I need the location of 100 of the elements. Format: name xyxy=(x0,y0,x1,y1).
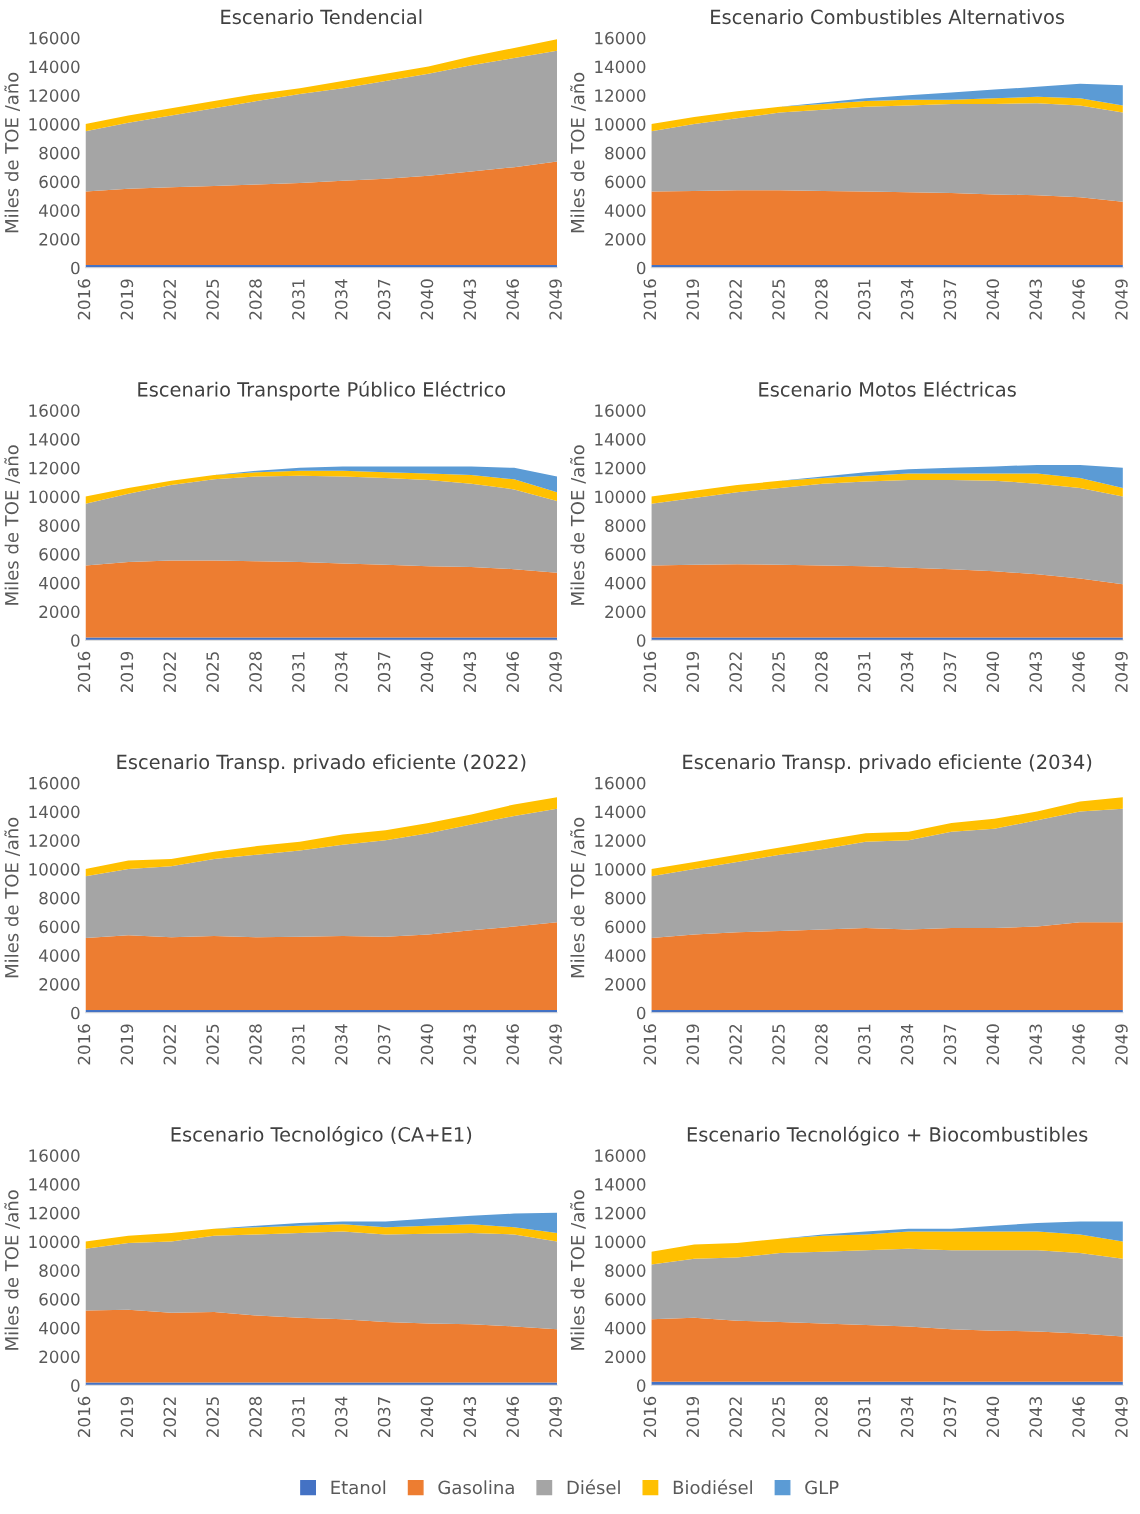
x-tick-label: 2025 xyxy=(772,652,785,692)
x-tick-label: 2028 xyxy=(815,651,828,692)
y-tick-label: 2000 xyxy=(39,605,80,619)
x-tick-label: 2028 xyxy=(249,651,262,692)
y-tick-label: 14000 xyxy=(595,60,646,74)
y-tick-label: 16000 xyxy=(29,1149,80,1162)
x-tick-label: 2019 xyxy=(686,279,700,320)
chart-title: Escenario Combustibles Alternativos xyxy=(711,9,1065,25)
y-tick-label: 4000 xyxy=(39,576,80,590)
x-tick-label: 2046 xyxy=(1072,1024,1085,1065)
x-tick-label: 2043 xyxy=(1029,652,1042,692)
y-axis-title: Miles de TOE /año xyxy=(4,72,20,233)
x-tick-label: 2040 xyxy=(420,279,434,320)
x-tick-label: 2049 xyxy=(549,279,562,320)
y-axis-title: Miles de TOE /año xyxy=(4,817,20,978)
x-tick-label: 2016 xyxy=(77,279,91,320)
x-tick-label: 2040 xyxy=(420,1024,434,1065)
y-tick-label: 2000 xyxy=(39,1350,80,1364)
x-tick-label: 2016 xyxy=(643,651,657,692)
x-tick-label: 2025 xyxy=(772,1024,785,1065)
y-tick-label: 16000 xyxy=(595,31,646,45)
y-tick-label: 16000 xyxy=(595,776,646,790)
x-tick-label: 2040 xyxy=(420,651,434,692)
y-tick-label: 10000 xyxy=(29,490,80,504)
y-tick-label: 16000 xyxy=(29,404,80,417)
x-tick-label: 2022 xyxy=(163,652,177,692)
legend-label: Diésel xyxy=(567,1479,620,1495)
y-tick-label: 4000 xyxy=(604,1321,646,1335)
y-tick-label: 16000 xyxy=(29,31,80,45)
y-tick-label: 8000 xyxy=(605,891,646,905)
x-tick-label: 2028 xyxy=(815,1396,828,1437)
y-tick-label: 2000 xyxy=(39,978,80,991)
y-tick-label: 10000 xyxy=(595,1235,646,1249)
y-tick-label: 8000 xyxy=(39,891,80,905)
y-tick-label: 2000 xyxy=(39,233,80,246)
x-tick-label: 2034 xyxy=(900,651,914,692)
y-tick-label: 0 xyxy=(636,261,646,275)
y-tick-label: 4000 xyxy=(604,949,646,962)
x-tick-label: 2019 xyxy=(686,1024,700,1065)
y-tick-label: 12000 xyxy=(29,834,80,847)
x-tick-label: 2043 xyxy=(1029,279,1042,320)
x-tick-label: 2031 xyxy=(857,279,871,320)
y-axis-title: Miles de TOE /año xyxy=(570,72,586,233)
y-tick-label: 14000 xyxy=(29,60,80,74)
x-tick-label: 2049 xyxy=(1115,1024,1128,1065)
x-tick-label: 2031 xyxy=(292,1024,305,1065)
y-tick-label: 6000 xyxy=(39,920,80,934)
chart-title: Escenario Motos Eléctricas xyxy=(759,380,1016,397)
x-tick-label: 2040 xyxy=(986,1024,1000,1065)
x-tick-label: 2022 xyxy=(729,1024,742,1065)
y-axis-title: Miles de TOE /año xyxy=(570,445,586,605)
x-tick-label: 2028 xyxy=(249,279,262,320)
y-tick-label: 10000 xyxy=(29,863,80,876)
y-tick-label: 0 xyxy=(71,261,80,275)
y-tick-label: 8000 xyxy=(39,146,80,160)
x-tick-label: 2046 xyxy=(1072,651,1085,692)
x-tick-label: 2028 xyxy=(815,1024,828,1065)
y-tick-label: 12000 xyxy=(595,834,646,847)
y-tick-label: 6000 xyxy=(605,920,646,934)
x-tick-label: 2016 xyxy=(77,1396,91,1437)
x-tick-label: 2049 xyxy=(1115,1396,1128,1437)
y-tick-label: 10000 xyxy=(29,118,80,131)
x-tick-label: 2031 xyxy=(857,652,871,692)
x-tick-label: 2022 xyxy=(729,652,742,692)
x-tick-label: 2022 xyxy=(729,1397,742,1437)
y-tick-label: 0 xyxy=(71,1006,80,1020)
x-tick-label: 2040 xyxy=(986,279,1000,320)
x-tick-label: 2046 xyxy=(506,651,520,692)
x-tick-label: 2016 xyxy=(643,1024,657,1065)
x-tick-label: 2037 xyxy=(377,1024,391,1065)
x-tick-label: 2037 xyxy=(943,279,957,320)
y-tick-label: 10000 xyxy=(29,1235,80,1249)
y-tick-label: 14000 xyxy=(595,433,646,446)
x-tick-label: 2019 xyxy=(120,651,134,692)
y-tick-label: 12000 xyxy=(29,461,80,475)
y-tick-label: 8000 xyxy=(39,519,80,532)
y-tick-label: 0 xyxy=(71,1379,80,1392)
y-tick-label: 2000 xyxy=(605,1350,646,1364)
y-tick-label: 0 xyxy=(636,634,646,647)
y-tick-label: 8000 xyxy=(605,519,646,532)
x-tick-label: 2025 xyxy=(772,1397,785,1437)
y-tick-label: 6000 xyxy=(605,548,646,561)
y-tick-label: 12000 xyxy=(595,89,646,102)
x-tick-label: 2019 xyxy=(686,651,700,692)
y-tick-label: 6000 xyxy=(39,175,80,189)
y-tick-label: 12000 xyxy=(595,461,646,475)
legend-label: Etanol xyxy=(331,1480,386,1495)
x-tick-label: 2037 xyxy=(377,1397,391,1437)
chart-title: Escenario Tecnológico (CA+E1) xyxy=(171,1125,472,1146)
x-tick-label: 2022 xyxy=(163,1024,177,1065)
y-tick-label: 8000 xyxy=(605,1264,646,1277)
x-tick-label: 2043 xyxy=(1029,1024,1042,1065)
y-tick-label: 12000 xyxy=(595,1206,646,1220)
y-tick-label: 6000 xyxy=(39,548,80,561)
chart-title: Escenario Tecnológico + Biocombustibles xyxy=(687,1125,1088,1146)
x-tick-label: 2043 xyxy=(463,1024,477,1065)
chart-title: Escenario Transp. privado eficiente (2034) xyxy=(683,754,1092,774)
x-tick-label: 2037 xyxy=(943,652,957,692)
y-tick-label: 6000 xyxy=(39,1293,80,1306)
x-tick-label: 2037 xyxy=(377,279,391,320)
